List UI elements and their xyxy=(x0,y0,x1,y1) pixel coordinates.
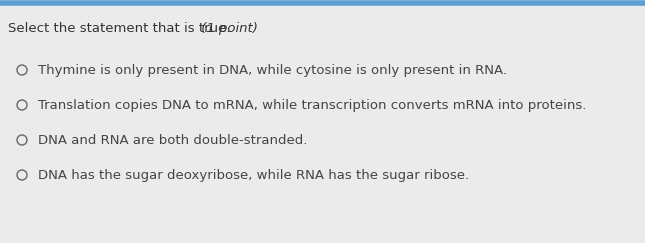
Text: Thymine is only present in DNA, while cytosine is only present in RNA.: Thymine is only present in DNA, while cy… xyxy=(38,63,507,77)
Text: Translation copies DNA to mRNA, while transcription converts mRNA into proteins.: Translation copies DNA to mRNA, while tr… xyxy=(38,98,586,112)
Text: (1 point): (1 point) xyxy=(197,22,257,35)
Text: DNA has the sugar deoxyribose, while RNA has the sugar ribose.: DNA has the sugar deoxyribose, while RNA… xyxy=(38,168,469,182)
Text: DNA and RNA are both double-stranded.: DNA and RNA are both double-stranded. xyxy=(38,133,308,147)
Text: Select the statement that is true.: Select the statement that is true. xyxy=(8,22,230,35)
